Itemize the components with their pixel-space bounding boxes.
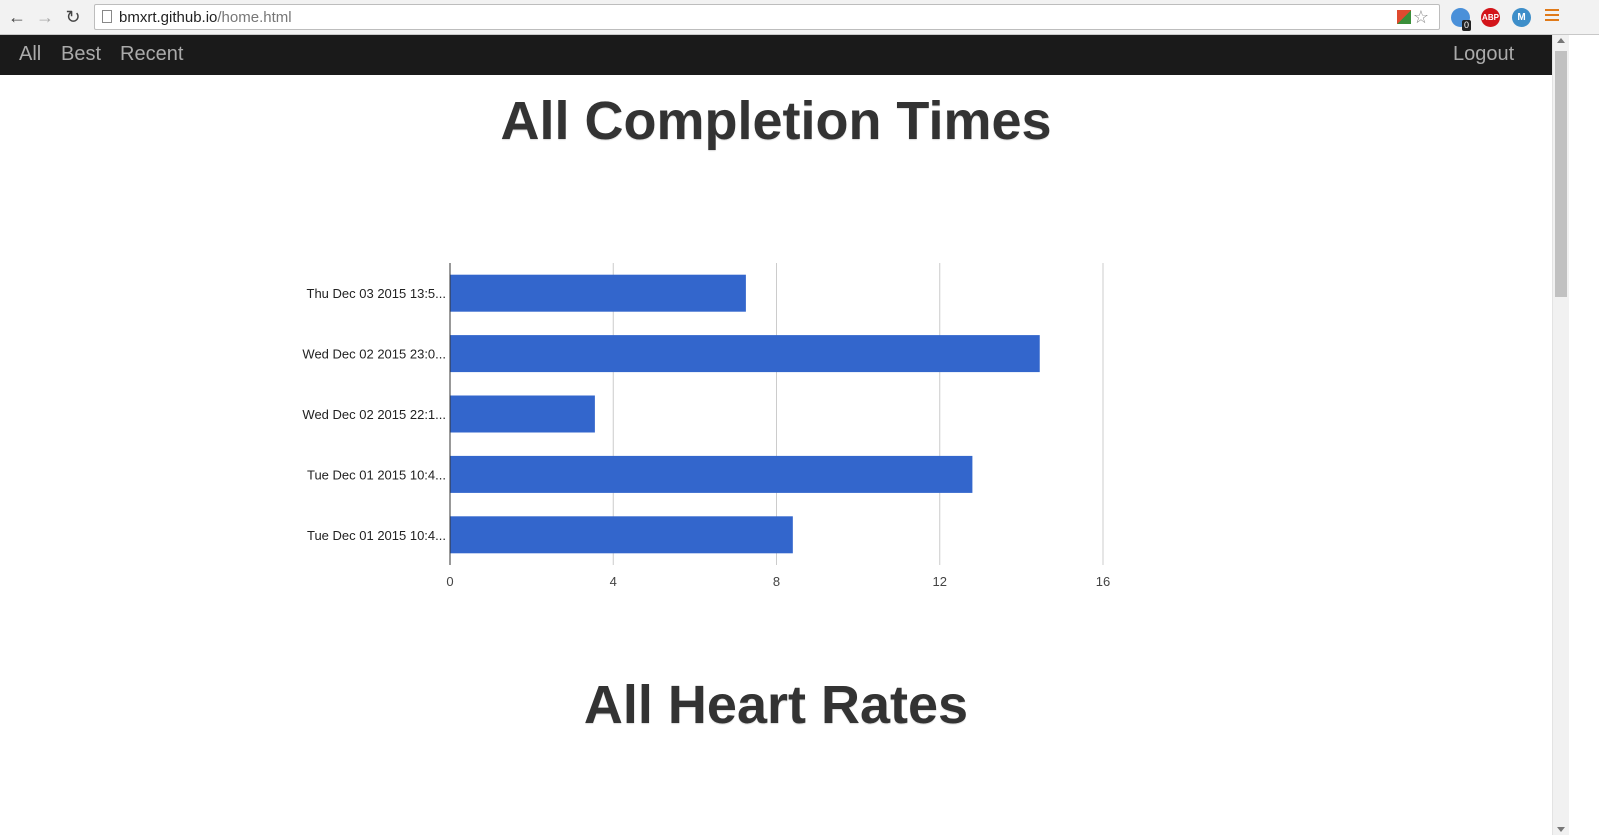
completion-times-chart: 0 4 8 12 16 Thu Dec 03 2015 13:5... Wed Dec 02…	[302, 263, 1110, 589]
page-scrollbar[interactable]	[1552, 35, 1569, 835]
browser-menu-icon[interactable]	[1545, 9, 1559, 24]
bookmark-star-icon[interactable]: ☆	[1412, 7, 1429, 27]
url-text: bmxrt.github.io/home.html	[119, 9, 292, 26]
extension-m-icon[interactable]: M	[1512, 8, 1531, 27]
chart-bar	[450, 455, 973, 493]
x-tick-label: 12	[933, 574, 947, 589]
page-icon	[102, 10, 112, 23]
y-category-label: Tue Dec 01 2015 10:4...	[307, 467, 446, 482]
logout-link[interactable]: Logout	[1453, 43, 1515, 65]
scrollbar-thumb[interactable]	[1555, 51, 1567, 297]
y-category-label: Tue Dec 01 2015 10:4...	[307, 528, 446, 543]
completion-times-title: All Completion Times	[500, 91, 1052, 151]
app-navbar: All Best Recent Logout	[0, 35, 1552, 75]
address-bar[interactable]: bmxrt.github.io/home.html ☆	[94, 4, 1440, 30]
chart-bar	[450, 335, 1040, 373]
x-tick-label: 8	[773, 574, 780, 589]
forward-icon[interactable]: →	[36, 7, 54, 27]
y-category-label: Wed Dec 02 2015 22:1...	[302, 407, 446, 422]
x-tick-label: 4	[610, 574, 617, 589]
chart-bar	[450, 516, 793, 554]
back-icon[interactable]: ←	[8, 7, 26, 27]
nav-best[interactable]: Best	[61, 43, 102, 65]
x-tick-label: 0	[446, 574, 453, 589]
scroll-up-arrow-icon[interactable]	[1557, 38, 1565, 43]
x-tick-label: 16	[1096, 574, 1110, 589]
extension-colorful-icon[interactable]	[1397, 10, 1411, 24]
adblock-icon[interactable]: ABP	[1481, 8, 1500, 27]
extension-badge: 0	[1462, 20, 1472, 31]
nav-recent[interactable]: Recent	[120, 43, 184, 65]
chart-bar	[450, 274, 746, 312]
scroll-down-arrow-icon[interactable]	[1557, 827, 1565, 832]
heart-rates-title: All Heart Rates	[583, 675, 969, 735]
reload-icon[interactable]: ↻	[65, 7, 81, 27]
chart-bar	[450, 395, 595, 433]
y-category-label: Wed Dec 02 2015 23:0...	[302, 347, 446, 362]
y-category-label: Thu Dec 03 2015 13:5...	[307, 286, 446, 301]
nav-all[interactable]: All	[19, 43, 42, 65]
browser-toolbar: ← → ↻ bmxrt.github.io/home.html ☆ 0 ABP …	[0, 0, 1599, 35]
